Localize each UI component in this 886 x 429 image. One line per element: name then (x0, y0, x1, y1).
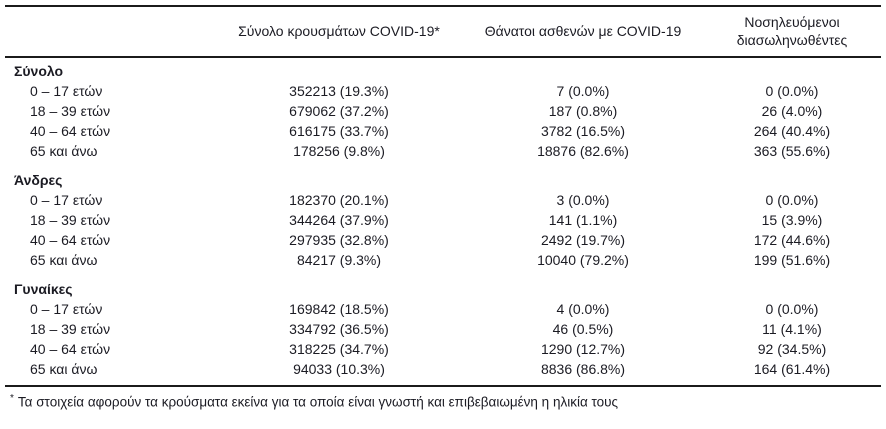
intubated-cell: 15 (3.9%) (761, 212, 823, 228)
header-intubated-line2: διασωληνωθέντες (736, 32, 848, 48)
deaths-cell: 2492 (19.7%) (540, 232, 626, 248)
table-row: 40 – 64 ετών 616175 (33.7%) 3782 (16.5%)… (5, 121, 881, 141)
cases-cell: 178256 (9.8%) (293, 143, 385, 159)
cases-cell: 94033 (10.3%) (293, 361, 385, 377)
header-rule (5, 56, 881, 58)
deaths-cell: 187 (0.8%) (548, 103, 618, 119)
cases-cell: 318225 (34.7%) (289, 341, 389, 357)
group-label: Σύνολο (14, 63, 64, 79)
cases-cell: 297935 (32.8%) (289, 232, 389, 248)
table-row: 65 και άνω 178256 (9.8%) 18876 (82.6%) 3… (5, 141, 881, 161)
table-row: 18 – 39 ετών 334792 (36.5%) 46 (0.5%) 11… (5, 319, 881, 339)
top-rule (5, 5, 881, 7)
table-row: 0 – 17 ετών 169842 (18.5%) 4 (0.0%) 0 (0… (5, 299, 881, 319)
row-label: 0 – 17 ετών (30, 83, 103, 99)
deaths-cell: 1290 (12.7%) (540, 341, 626, 357)
table-row: 0 – 17 ετών 352213 (19.3%) 7 (0.0%) 0 (0… (5, 81, 881, 101)
row-label: 18 – 39 ετών (30, 103, 111, 119)
cases-cell: 616175 (33.7%) (289, 123, 389, 139)
row-label: 65 και άνω (30, 143, 98, 159)
deaths-cell: 8836 (86.8%) (540, 361, 626, 377)
group-label: Γυναίκες (14, 281, 73, 297)
intubated-cell: 172 (44.6%) (753, 232, 831, 248)
table-row: 18 – 39 ετών 344264 (37.9%) 141 (1.1%) 1… (5, 210, 881, 230)
deaths-cell: 10040 (79.2%) (537, 252, 629, 268)
table-row: 18 – 39 ετών 679062 (37.2%) 187 (0.8%) 2… (5, 101, 881, 121)
table-row: 65 και άνω 84217 (9.3%) 10040 (79.2%) 19… (5, 250, 881, 270)
deaths-cell: 46 (0.5%) (552, 321, 614, 337)
cases-cell: 169842 (18.5%) (289, 301, 389, 317)
footnote-text: Τα στοιχεία αφορούν τα κρούσματα εκείνα … (17, 394, 619, 410)
cases-cell: 182370 (20.1%) (289, 192, 389, 208)
table-row: 0 – 17 ετών 182370 (20.1%) 3 (0.0%) 0 (0… (5, 190, 881, 210)
intubated-cell: 164 (61.4%) (753, 361, 831, 377)
cases-cell: 352213 (19.3%) (289, 83, 389, 99)
deaths-cell: 141 (1.1%) (548, 212, 618, 228)
deaths-cell: 4 (0.0%) (556, 301, 610, 317)
intubated-cell: 92 (34.5%) (757, 341, 827, 357)
header-cases: Σύνολο κρουσμάτων COVID-19* (238, 23, 440, 39)
intubated-cell: 264 (40.4%) (753, 123, 831, 139)
table-row: 40 – 64 ετών 297935 (32.8%) 2492 (19.7%)… (5, 230, 881, 250)
intubated-cell: 199 (51.6%) (753, 252, 831, 268)
row-label: 40 – 64 ετών (30, 123, 111, 139)
cases-cell: 334792 (36.5%) (289, 321, 389, 337)
intubated-cell: 0 (0.0%) (765, 301, 819, 317)
intubated-cell: 26 (4.0%) (761, 103, 823, 119)
table-row: 65 και άνω 94033 (10.3%) 8836 (86.8%) 16… (5, 359, 881, 379)
group-header-row: Σύνολο (5, 61, 881, 81)
row-label: 65 και άνω (30, 361, 98, 377)
intubated-cell: 0 (0.0%) (765, 83, 819, 99)
intubated-cell: 11 (4.1%) (762, 321, 822, 337)
row-label: 18 – 39 ετών (30, 321, 111, 337)
deaths-cell: 18876 (82.6%) (537, 143, 629, 159)
row-label: 18 – 39 ετών (30, 212, 111, 228)
deaths-cell: 3782 (16.5%) (540, 123, 626, 139)
cases-cell: 679062 (37.2%) (289, 103, 389, 119)
cases-cell: 344264 (37.9%) (289, 212, 389, 228)
group-header-row: Άνδρες (5, 170, 881, 190)
covid-age-table: Σύνολο κρουσμάτων COVID-19* Θάνατοι ασθε… (5, 5, 881, 411)
table-row: 40 – 64 ετών 318225 (34.7%) 1290 (12.7%)… (5, 339, 881, 359)
intubated-cell: 363 (55.6%) (753, 143, 831, 159)
footnote-asterisk: * (10, 393, 14, 404)
header-intubated: Νοσηλευόμενοι διασωληνωθέντες (703, 13, 881, 49)
footnote-rule (5, 385, 881, 387)
header-deaths: Θάνατοι ασθενών με COVID-19 (484, 23, 682, 39)
deaths-cell: 7 (0.0%) (556, 83, 610, 99)
group-header-row: Γυναίκες (5, 279, 881, 299)
intubated-cell: 0 (0.0%) (765, 192, 819, 208)
table-header-row: Σύνολο κρουσμάτων COVID-19* Θάνατοι ασθε… (5, 7, 881, 56)
deaths-cell: 3 (0.0%) (556, 192, 610, 208)
row-label: 40 – 64 ετών (30, 232, 111, 248)
footnote: * Τα στοιχεία αφορούν τα κρούσματα εκείνα… (5, 390, 881, 411)
header-intubated-line1: Νοσηλευόμενοι (744, 14, 840, 30)
cases-cell: 84217 (9.3%) (296, 252, 382, 268)
row-label: 65 και άνω (30, 252, 98, 268)
row-label: 0 – 17 ετών (30, 192, 103, 208)
group-label: Άνδρες (14, 172, 63, 188)
row-label: 40 – 64 ετών (30, 341, 111, 357)
row-label: 0 – 17 ετών (30, 301, 103, 317)
